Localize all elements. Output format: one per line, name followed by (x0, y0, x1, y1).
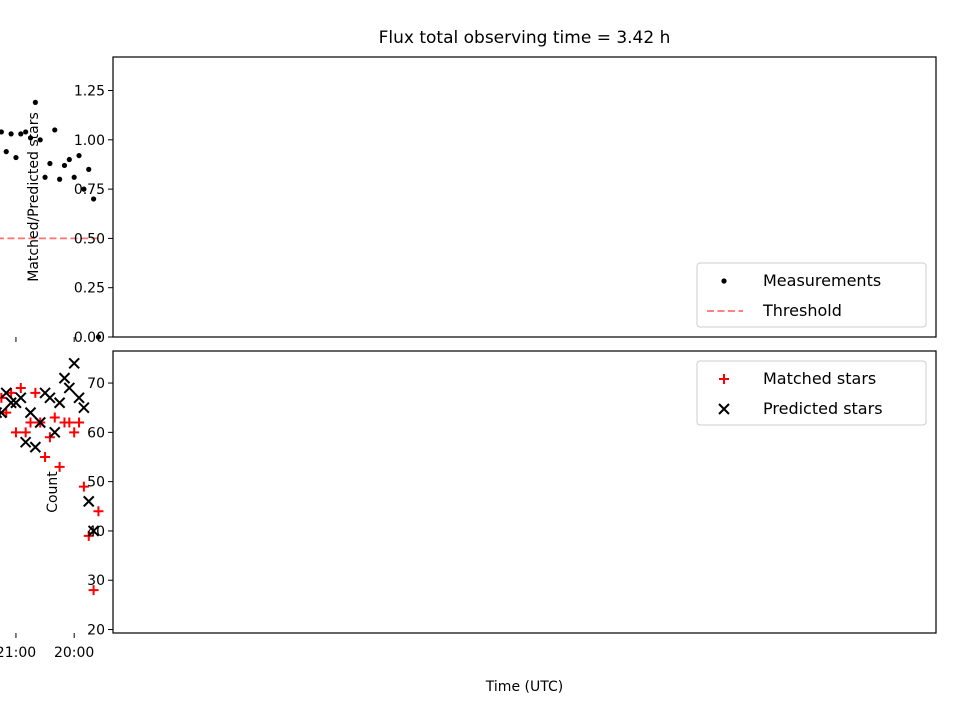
bottom-panel: 20304050607020:0021:0022:0023:0000:0001:… (0, 350, 937, 695)
predicted-star-point (5, 397, 17, 409)
predicted-star-point (39, 387, 51, 399)
matched-star-point (30, 387, 41, 398)
measurement-point (32, 99, 38, 105)
predicted-star-point (87, 525, 100, 537)
matched-star-point (20, 427, 31, 438)
matched-star-point (10, 427, 21, 438)
measurement-point (66, 156, 72, 163)
legend-matched-swatch (719, 374, 729, 384)
predicted-star-point (58, 372, 71, 384)
matched-star-point (25, 417, 36, 428)
measurement-point (23, 129, 29, 135)
top-plot-frame (112, 56, 937, 338)
x-tick-label: 21:00 (0, 645, 36, 661)
legend-label: Predicted stars (763, 399, 883, 418)
matched-star-point (93, 506, 104, 517)
measurement-point (42, 174, 48, 180)
measurement-point (3, 149, 9, 155)
predicted-star-point (68, 357, 80, 370)
y-tick-label: 1.25 (74, 84, 105, 100)
predicted-star-point (0, 387, 12, 399)
measurement-point (71, 174, 77, 180)
y-tick-label: 40 (87, 524, 105, 540)
predicted-star-point (19, 436, 32, 448)
x-tick-label: 20:00 (54, 645, 94, 661)
measurement-point (76, 152, 82, 159)
measurement-point (27, 135, 34, 141)
predicted-star-point (78, 401, 90, 414)
predicted-star-point (34, 416, 46, 429)
y-tick-label: 0.50 (74, 231, 105, 247)
top-y-axis-label: Matched/Predicted stars (26, 112, 42, 282)
y-tick-label: 30 (87, 573, 105, 589)
predicted-star-point (29, 441, 42, 453)
predicted-star-point (49, 426, 61, 439)
measurement-point (86, 166, 92, 172)
legend-predicted-swatch (718, 403, 730, 415)
predicted-star-point (53, 397, 66, 409)
y-tick-label: 60 (87, 425, 105, 441)
chart-title: Flux total observing time = 3.42 h (379, 28, 671, 48)
y-tick-label: 0.25 (74, 281, 105, 297)
legend-box (696, 360, 927, 426)
measurement-point (61, 162, 68, 169)
matched-star-point (1, 407, 12, 418)
y-tick-label: 70 (87, 376, 105, 392)
matched-star-point (88, 585, 99, 596)
predicted-star-point (0, 406, 8, 419)
measurement-point (95, 334, 102, 340)
measurement-point (52, 127, 58, 133)
measurement-point (0, 129, 4, 135)
measurement-point (47, 160, 53, 167)
matched-star-point (49, 412, 60, 423)
measurement-point (18, 131, 24, 137)
bottom-y-axis-label: Count (45, 471, 61, 513)
measurement-point (90, 196, 97, 202)
legend-box (696, 262, 927, 328)
top-panel: 0.00 0.25 0.50 0.75 1.00 1.25 Measurements Thr… (0, 28, 937, 346)
measurement-point (8, 131, 14, 137)
y-tick-label: 20 (87, 623, 105, 639)
matched-star-point (78, 481, 89, 492)
predicted-star-point (73, 392, 85, 404)
predicted-star-point (10, 397, 22, 409)
matched-star-point (74, 417, 85, 428)
y-tick-label: 0.75 (74, 182, 105, 198)
measurement-point (13, 154, 19, 161)
x-axis-label: Time (UTC) (485, 679, 563, 695)
predicted-star-point (24, 406, 37, 419)
y-tick-label: 0.00 (74, 330, 105, 346)
matched-star-point (15, 382, 26, 393)
y-tick-label: 50 (87, 475, 105, 491)
matched-star-point (69, 427, 80, 438)
measurement-point (81, 186, 87, 192)
matched-star-point (40, 451, 51, 462)
matched-star-point (54, 461, 65, 472)
measurement-point (57, 176, 63, 182)
bottom-plot-frame (112, 350, 937, 634)
matched-star-point (59, 417, 70, 428)
measurement-point (37, 137, 43, 143)
predicted-star-point (63, 382, 76, 394)
legend-label: Threshold (762, 301, 842, 320)
legend-label: Measurements (763, 271, 881, 290)
legend-measurement-swatch (721, 278, 727, 284)
matched-star-point (6, 387, 17, 398)
legend-label: Matched stars (763, 369, 876, 388)
predicted-star-point (83, 495, 95, 508)
y-tick-label: 1.00 (74, 133, 105, 149)
